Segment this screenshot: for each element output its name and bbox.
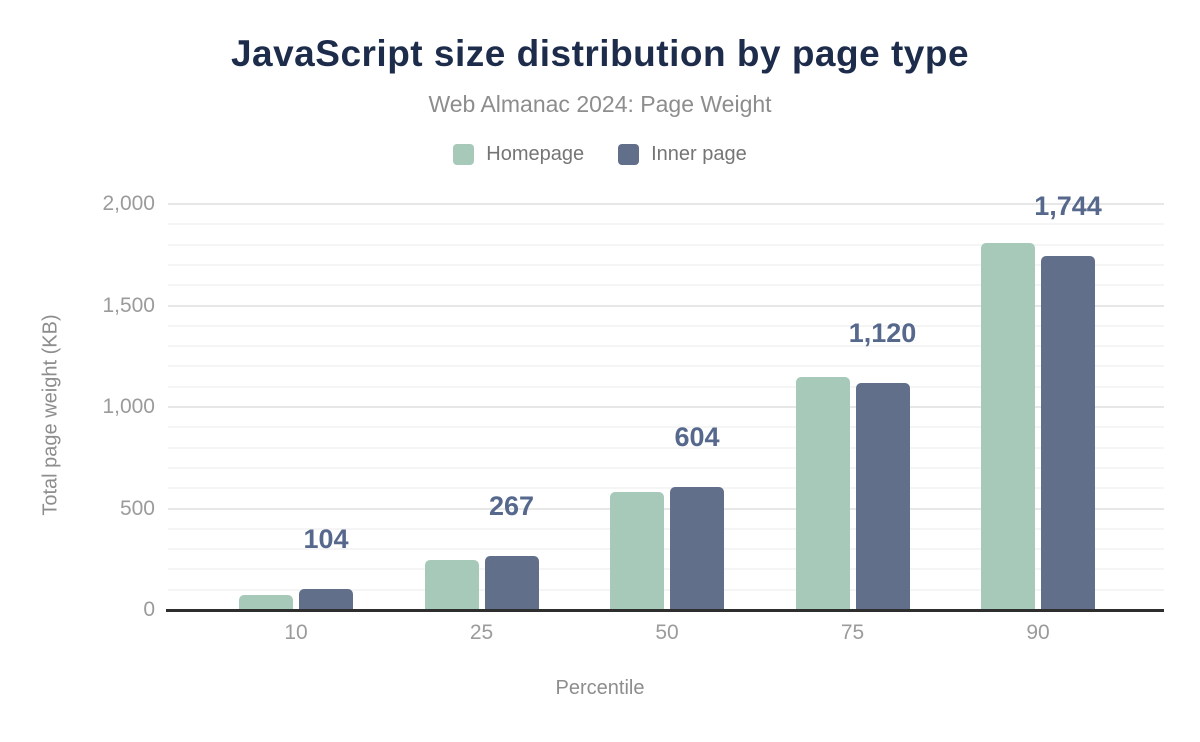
x-axis-line bbox=[166, 609, 1164, 612]
minor-gridline bbox=[168, 263, 1164, 266]
x-tick-label: 75 bbox=[840, 621, 865, 644]
minor-gridline bbox=[168, 446, 1164, 449]
major-gridline bbox=[168, 507, 1164, 510]
minor-gridline bbox=[168, 365, 1164, 368]
bar-value-label: 104 bbox=[303, 523, 349, 554]
y-tick-label: 1,000 bbox=[102, 395, 155, 418]
y-tick-label: 0 bbox=[143, 598, 155, 621]
bar-homepage-p25[interactable] bbox=[424, 559, 479, 612]
minor-gridline bbox=[168, 588, 1164, 591]
bar-homepage-p50[interactable] bbox=[610, 491, 664, 612]
legend-item-inner-page: Inner page bbox=[618, 143, 747, 166]
bar-homepage-p90[interactable] bbox=[981, 242, 1035, 612]
major-gridline bbox=[168, 203, 1164, 205]
x-axis-title: Percentile bbox=[555, 677, 645, 699]
minor-gridline bbox=[168, 527, 1164, 530]
minor-gridline bbox=[168, 426, 1164, 429]
y-tick-label: 500 bbox=[119, 496, 155, 520]
legend-swatch-inner-page-icon bbox=[618, 144, 640, 165]
bar-inner-page-p10[interactable] bbox=[299, 588, 353, 612]
bar-inner-page-p25[interactable] bbox=[484, 555, 539, 612]
bar-inner-page-p90[interactable] bbox=[1041, 255, 1095, 612]
minor-gridline bbox=[168, 345, 1164, 348]
chart-title: JavaScript size distribution by page typ… bbox=[230, 33, 970, 74]
legend-label-homepage: Homepage bbox=[486, 143, 585, 165]
x-tick-label: 25 bbox=[469, 621, 494, 644]
x-tick-label: 10 bbox=[284, 621, 308, 644]
chart-subtitle: Web Almanac 2024: Page Weight bbox=[428, 91, 772, 117]
bar-inner-page-p75[interactable] bbox=[855, 382, 910, 612]
bar-value-label: 604 bbox=[674, 422, 720, 453]
bar-homepage-p75[interactable] bbox=[795, 376, 850, 612]
bar-inner-page-p50[interactable] bbox=[670, 487, 724, 612]
legend-swatch-homepage-icon bbox=[453, 144, 475, 165]
y-tick-label: 2,000 bbox=[102, 192, 155, 215]
minor-gridline bbox=[168, 466, 1164, 469]
minor-gridline bbox=[168, 324, 1164, 327]
x-tick-label: 90 bbox=[1026, 621, 1050, 644]
legend: Homepage Inner page bbox=[0, 143, 1200, 166]
legend-label-inner-page: Inner page bbox=[651, 143, 747, 165]
bar-value-label: 267 bbox=[488, 490, 535, 521]
minor-gridline bbox=[168, 243, 1164, 246]
bar-value-label: 1,120 bbox=[848, 317, 917, 348]
minor-gridline bbox=[168, 385, 1164, 388]
major-gridline bbox=[168, 406, 1164, 408]
minor-gridline bbox=[168, 487, 1164, 490]
major-gridline bbox=[168, 304, 1164, 307]
minor-gridline bbox=[168, 284, 1164, 287]
minor-gridline bbox=[168, 223, 1164, 226]
bar-homepage-p10[interactable] bbox=[239, 594, 293, 612]
minor-gridline bbox=[168, 548, 1164, 551]
y-tick-label: 1,500 bbox=[102, 293, 155, 317]
x-tick-label: 50 bbox=[655, 621, 679, 644]
bar-value-label: 1,744 bbox=[1034, 190, 1102, 221]
legend-item-homepage: Homepage bbox=[453, 143, 584, 166]
minor-gridline bbox=[168, 568, 1164, 571]
